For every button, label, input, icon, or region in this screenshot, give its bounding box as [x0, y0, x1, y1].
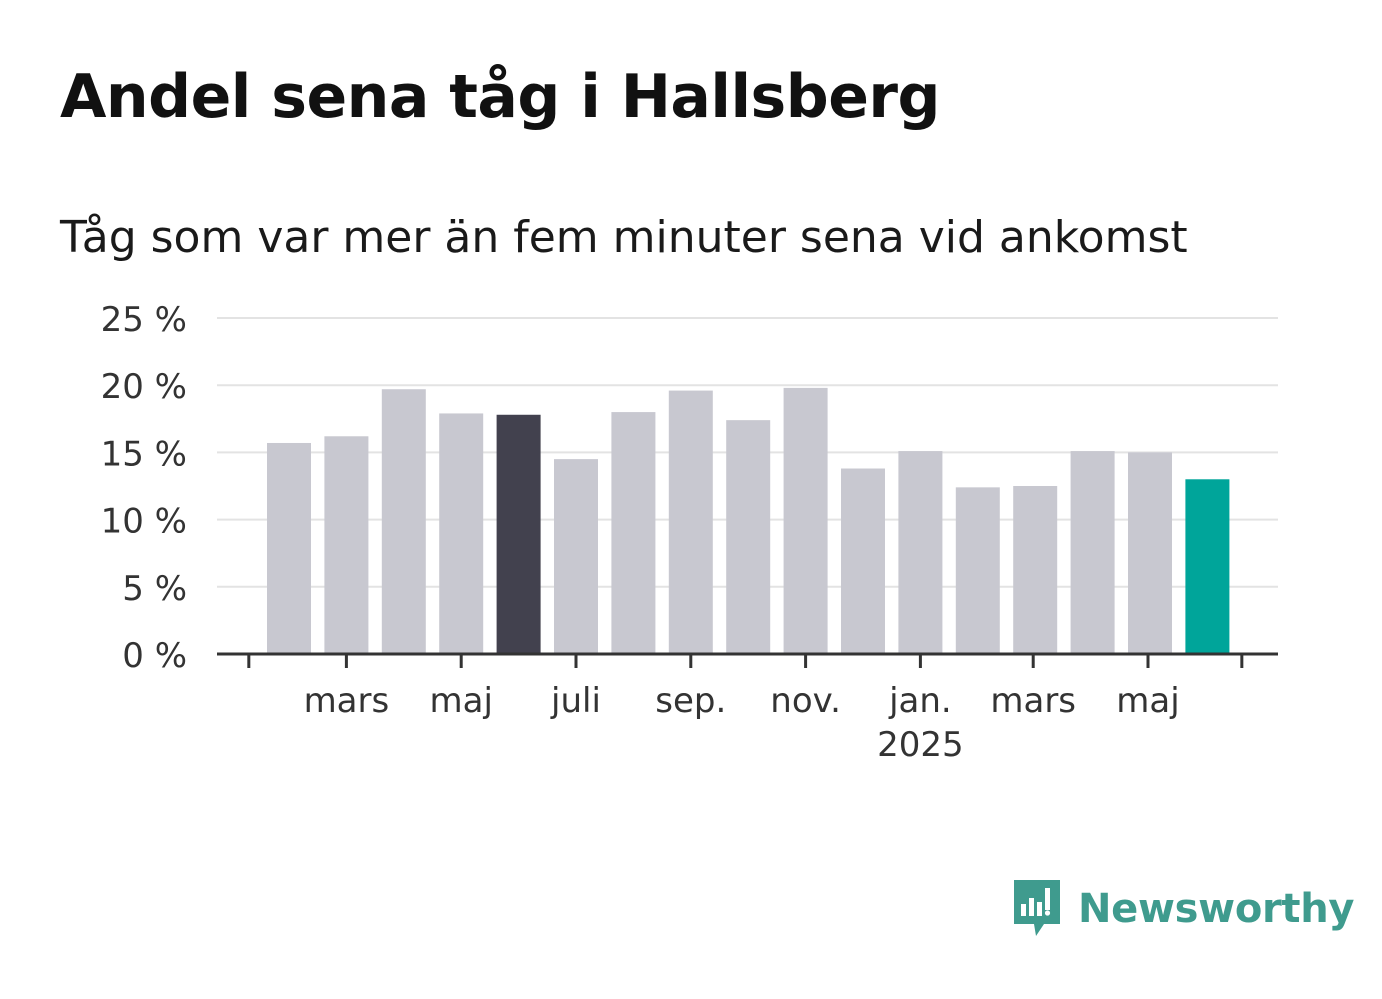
- y-tick-label: 5 %: [122, 569, 187, 609]
- bar-2024-12: [841, 468, 885, 654]
- bar-2024-04: [381, 389, 426, 654]
- x-tick-label: jan.: [888, 681, 952, 721]
- x-tick-label: sep.: [655, 681, 726, 721]
- y-tick-label: 10 %: [101, 502, 187, 542]
- bar-2024-05: [439, 413, 484, 654]
- bar-2024-03: [324, 436, 369, 654]
- y-tick-label: 0 %: [122, 636, 187, 676]
- x-axis: [217, 652, 1278, 668]
- bar-2024-08: [611, 412, 656, 654]
- bar-2025-04: [1070, 451, 1115, 654]
- bar-2025-05: [1128, 452, 1172, 654]
- x-tick-label: mars: [304, 681, 390, 721]
- y-axis-labels: 0 % 5 % 10 % 15 % 20 % 25 %: [101, 300, 187, 676]
- bar-2025-02: [955, 487, 1000, 654]
- x-tick-label: mars: [990, 681, 1076, 721]
- x-tick-label: maj: [429, 681, 492, 721]
- brand: Newsworthy: [1010, 878, 1355, 940]
- brand-name: Newsworthy: [1078, 886, 1355, 932]
- bar-2025-01: [898, 451, 943, 654]
- newsworthy-logo-icon: [1014, 880, 1060, 936]
- y-tick-label: 20 %: [101, 367, 187, 407]
- bar-2024-10: [726, 420, 771, 654]
- bar-2024-11: [783, 387, 828, 654]
- chart-subtitle: Tåg som var mer än fem minuter sena vid …: [60, 212, 1188, 263]
- bar-2025-06: [1185, 479, 1230, 654]
- bar-2024-07: [554, 459, 598, 654]
- chart-title: Andel sena tåg i Hallsberg: [60, 62, 940, 132]
- bar-2025-03: [1013, 486, 1058, 654]
- x-tick-label: maj: [1116, 681, 1179, 721]
- x-tick-year-label: 2025: [877, 725, 964, 765]
- bars: [267, 387, 1230, 654]
- bar-2024-02: [267, 442, 311, 654]
- y-tick-label: 25 %: [101, 300, 187, 340]
- y-tick-label: 15 %: [101, 434, 187, 474]
- bar-2024-09: [668, 390, 713, 654]
- bar-2024-06: [496, 414, 541, 654]
- x-tick-label: juli: [550, 681, 601, 721]
- x-tick-label: nov.: [770, 681, 841, 721]
